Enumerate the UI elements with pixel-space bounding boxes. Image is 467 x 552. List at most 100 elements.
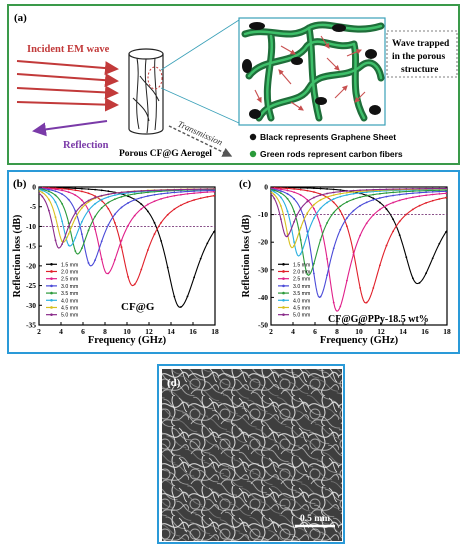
series-point — [392, 201, 394, 204]
series-point — [445, 187, 447, 190]
series-point — [445, 192, 447, 195]
series-point — [140, 196, 143, 199]
series-point — [87, 229, 90, 232]
series-point — [286, 235, 289, 238]
series-point — [326, 201, 328, 204]
series-point — [153, 193, 156, 196]
series-point — [306, 234, 309, 236]
series-point — [147, 249, 149, 251]
series-point — [412, 196, 414, 199]
series-point — [293, 188, 295, 190]
series-point — [365, 201, 368, 204]
series-point — [180, 204, 182, 207]
legend-label: 3.5 mm — [293, 291, 310, 297]
series-point — [81, 233, 83, 236]
series-point — [48, 190, 50, 193]
series-point — [74, 250, 77, 252]
series-point — [213, 188, 215, 190]
series-line — [38, 188, 215, 249]
series-point — [398, 234, 401, 236]
series-point — [326, 258, 328, 260]
y-tick-label: -25 — [26, 281, 36, 290]
y-tick-label: -5 — [30, 202, 36, 211]
series-line — [270, 188, 448, 276]
series-point — [199, 257, 202, 260]
legend-marker — [282, 262, 285, 266]
series-point — [352, 198, 355, 201]
series-point — [372, 287, 375, 289]
series-point — [67, 191, 70, 194]
series-point — [379, 197, 381, 199]
series-point — [193, 188, 196, 191]
series-point — [81, 199, 83, 202]
series-point — [398, 188, 401, 190]
series-point — [160, 221, 163, 224]
series-point — [313, 272, 315, 275]
series-point — [94, 188, 96, 191]
series-point — [313, 203, 315, 206]
y-tick-label: -20 — [26, 261, 36, 270]
series-point — [326, 192, 328, 195]
series-point — [67, 187, 70, 189]
series-point — [352, 209, 355, 212]
series-point — [193, 276, 196, 279]
legend-marker — [282, 313, 285, 316]
legend-marker — [50, 284, 53, 288]
series-point — [280, 205, 282, 207]
series-point — [431, 257, 434, 260]
series-point — [153, 233, 156, 235]
series-point — [319, 187, 322, 190]
series-point — [431, 193, 434, 196]
series-point — [186, 201, 189, 204]
series-point — [418, 191, 421, 194]
sem-texture-overlay — [162, 369, 342, 541]
series-point — [280, 190, 282, 192]
x-tick-label: 16 — [421, 327, 429, 336]
y-tick-label: -40 — [258, 293, 268, 302]
series-point — [67, 225, 70, 228]
series-line — [38, 187, 216, 275]
series-point — [286, 233, 289, 235]
chart-c-xlabel: Frequency (GHz) — [320, 335, 399, 346]
series-point — [74, 189, 77, 192]
series-point — [160, 240, 163, 242]
series-point — [280, 192, 282, 195]
series-point — [445, 190, 447, 193]
series-point — [114, 192, 116, 195]
series-point — [332, 201, 335, 204]
y-tick-label: -35 — [26, 321, 36, 330]
series-point — [385, 244, 388, 247]
series-point — [365, 194, 368, 197]
chart-b-annotation: CF@G — [121, 301, 155, 313]
series-point — [339, 305, 342, 308]
y-tick-label: -10 — [258, 210, 268, 219]
y-tick-label: 0 — [32, 183, 36, 192]
series-point — [213, 190, 215, 193]
legend-marker — [50, 306, 53, 309]
series-point — [87, 192, 90, 195]
series-point — [339, 195, 342, 198]
series-point — [326, 196, 328, 198]
series-point — [319, 199, 322, 201]
legend-label: 3.0 mm — [293, 284, 310, 290]
series-point — [74, 187, 77, 190]
x-tick-label: 4 — [59, 327, 63, 336]
panel-a: (a) Incident EM wave Reflection Porous C… — [7, 4, 460, 165]
series-point — [67, 244, 70, 247]
series-point — [147, 191, 149, 194]
series-point — [293, 220, 295, 223]
series-point — [41, 191, 44, 194]
series-point — [81, 204, 83, 207]
series-point — [94, 215, 96, 218]
series-point — [54, 216, 57, 219]
series-point — [313, 207, 315, 210]
series-point — [74, 212, 77, 214]
legend-marker — [282, 306, 285, 309]
series-point — [81, 190, 83, 193]
series-point — [127, 194, 129, 197]
series-point — [140, 190, 143, 192]
series-point — [365, 301, 368, 304]
series-point — [180, 193, 182, 196]
series-point — [438, 187, 441, 190]
series-point — [120, 206, 123, 209]
